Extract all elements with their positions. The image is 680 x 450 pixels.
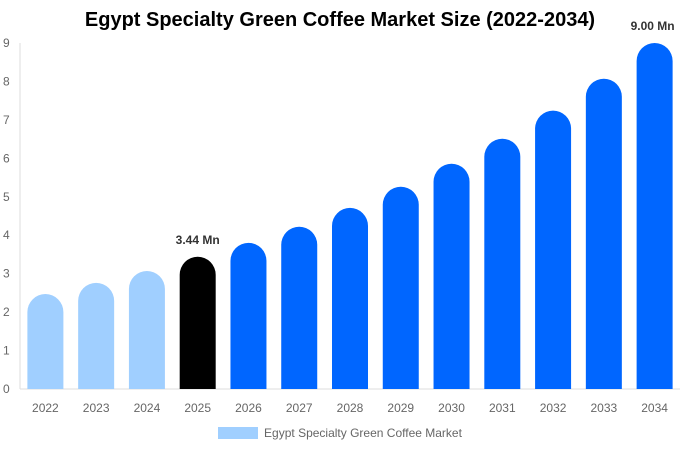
y-tick-label: 1: [3, 344, 10, 358]
bar-2028: [332, 207, 368, 389]
y-tick-label: 8: [3, 74, 10, 88]
data-label: 3.44 Mn: [176, 233, 220, 247]
bar-2027: [281, 226, 318, 389]
y-tick-label: 3: [3, 267, 10, 281]
legend-label: Egypt Specialty Green Coffee Market: [264, 426, 462, 440]
bar-2033: [585, 78, 622, 389]
y-tick-label: 0: [3, 382, 10, 396]
bar-2025: [179, 256, 216, 389]
bar-2029: [382, 186, 419, 389]
bar-2026: [230, 242, 267, 389]
legend-swatch: [218, 427, 259, 439]
x-tick-label: 2030: [438, 401, 465, 415]
bar-2023: [78, 282, 115, 389]
y-tick-label: 4: [3, 228, 10, 242]
x-tick-label: 2025: [184, 401, 211, 415]
y-tick-label: 7: [3, 113, 10, 127]
legend[interactable]: Egypt Specialty Green Coffee Market: [0, 426, 680, 440]
x-tick-label: 2033: [590, 401, 617, 415]
bar-2032: [535, 110, 572, 389]
bar-2034: [636, 43, 673, 389]
bar-2030: [433, 163, 470, 389]
chart-title: Egypt Specialty Green Coffee Market Size…: [84, 9, 596, 31]
x-tick-label: 2022: [32, 401, 59, 415]
x-tick-label: 2023: [83, 401, 110, 415]
x-tick-label: 2024: [134, 401, 161, 415]
y-tick-label: 6: [3, 151, 10, 165]
x-tick-label: 2034: [641, 401, 668, 415]
x-tick-label: 2027: [286, 401, 313, 415]
bar-2031: [484, 138, 521, 389]
x-tick-label: 2028: [337, 401, 364, 415]
data-label: 9.00 Mn: [631, 19, 675, 33]
y-tick-label: 2: [3, 305, 10, 319]
bar-2022: [27, 294, 64, 389]
y-tick-label: 5: [3, 190, 10, 204]
bar-2024: [128, 270, 165, 389]
x-tick-label: 2032: [540, 401, 567, 415]
x-tick-label: 2029: [387, 401, 414, 415]
y-tick-label: 9: [3, 36, 10, 50]
x-tick-label: 2031: [489, 401, 516, 415]
x-tick-label: 2026: [235, 401, 262, 415]
